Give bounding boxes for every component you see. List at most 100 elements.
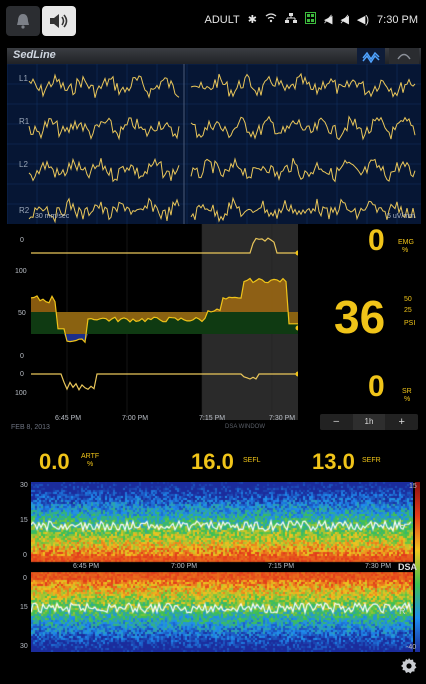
- arc-icon: [397, 53, 411, 60]
- psi-tick: 25: [404, 307, 412, 314]
- page-title: SedLine: [13, 49, 56, 61]
- parameter-panel: 0 EMG % 36 50 25 PSI 0 SR % – 1h + 13.0 …: [298, 224, 421, 476]
- eeg-trace: [28, 117, 180, 141]
- eeg-trace: [190, 196, 416, 223]
- emg-marker: [295, 250, 298, 256]
- status-indicators: ADULT ✱ ◀̸ ◀̸ ◀) 7:30 PM: [204, 12, 418, 27]
- time-label: 7:15 PM: [199, 415, 226, 422]
- channel-label: R2: [19, 206, 30, 215]
- dsa-y-tick: 0: [23, 575, 27, 582]
- psi-axis-tick: 100: [15, 268, 27, 275]
- psi-area-high: [31, 278, 298, 343]
- time-label: 7:30 PM: [269, 415, 296, 422]
- audio-button[interactable]: [42, 6, 76, 36]
- eeg-trace: [28, 73, 180, 99]
- trend-graphs: [30, 224, 298, 420]
- psi-value: 36: [334, 291, 386, 343]
- psi-area-low: [31, 334, 298, 343]
- sefl-value: 16.0: [191, 449, 234, 474]
- channel-label: R1: [19, 117, 30, 126]
- artf-value: 0.0: [39, 449, 70, 474]
- bluetooth-icon: ✱: [247, 14, 257, 26]
- dsa-y-tick: 30: [20, 482, 28, 489]
- eeg-trace: [190, 115, 416, 141]
- muted-sound-icon: ◀̸: [340, 14, 349, 26]
- clock: 7:30 PM: [377, 13, 418, 26]
- muted-speaker-icon: ◀̸: [323, 14, 333, 26]
- emg-unit: %: [402, 247, 409, 254]
- dsa-window-label: DSA WINDOW: [225, 424, 265, 430]
- dsa-y-tick: 15: [20, 604, 28, 611]
- dsa-time-label: 7:15 PM: [268, 563, 295, 570]
- emg-label: EMG: [398, 239, 414, 246]
- dsa-spectrogram: 30 15 0 0 15 30 6:45 PM 7:00 PM 7:15 PM …: [7, 480, 421, 654]
- eeg-waveforms: [7, 64, 421, 224]
- sr-marker: [295, 371, 298, 377]
- sefr-label: SEFR: [362, 457, 381, 464]
- volume-icon: ◀): [356, 14, 370, 26]
- trend-panel: 0 100 50 0 0 100 6:45 PM 7:00 PM 7:15 PM…: [7, 224, 298, 476]
- dsa-color-scale: [415, 482, 420, 652]
- artf-label: ARTF: [81, 453, 100, 460]
- sr-trend-line: [31, 373, 298, 392]
- eeg-trace: [190, 157, 416, 183]
- time-label: 7:00 PM: [122, 415, 149, 422]
- eeg-trace: [28, 157, 180, 183]
- bell-icon: [17, 14, 29, 29]
- sedline-header: SedLine: [7, 48, 421, 64]
- zoom-out-button[interactable]: –: [333, 416, 340, 427]
- emg-value: 0: [368, 224, 385, 257]
- zoom-level: 1h: [352, 414, 386, 430]
- sefr-value: 13.0: [312, 449, 355, 474]
- time-label: 6:45 PM: [55, 415, 82, 422]
- sr-unit: %: [404, 396, 411, 403]
- dsa-time-label: 7:30 PM: [365, 563, 392, 570]
- eeg-trace: [28, 197, 180, 224]
- waveform-icon: [362, 51, 380, 64]
- dsa-time-label: 7:00 PM: [171, 563, 198, 570]
- sr-label: SR: [402, 388, 412, 395]
- settings-button[interactable]: [400, 657, 418, 680]
- sr-value: 0: [368, 370, 385, 403]
- eeg-trace: [190, 72, 416, 98]
- sweep-speed: 30 mm/sec: [35, 213, 70, 220]
- patient-mode: ADULT: [204, 13, 240, 26]
- dsa-left-label: L: [399, 518, 405, 528]
- dsa-time-strip: 6:45 PM 7:00 PM 7:15 PM 7:30 PM: [31, 563, 413, 572]
- trend-view-button[interactable]: [357, 48, 385, 64]
- status-bar: ADULT ✱ ◀̸ ◀̸ ◀) 7:30 PM: [0, 0, 426, 40]
- sefl-label: SEFL: [243, 457, 261, 464]
- speaker-icon: [50, 14, 68, 28]
- psi-marker: [295, 325, 298, 331]
- zoom-in-button[interactable]: +: [398, 416, 405, 428]
- artf-unit: %: [87, 461, 94, 468]
- emg-trend-line: [31, 237, 298, 254]
- channel-label: L2: [19, 160, 28, 169]
- gear-icon: [401, 658, 417, 674]
- eeg-waveform-panel: L1 R1 L2 R2 30 mm/sec 5 uV/mm: [7, 64, 421, 224]
- wifi-icon: [265, 13, 277, 26]
- dsa-scale-min: -40: [406, 644, 417, 651]
- psi-label: PSI: [404, 320, 416, 327]
- dsa-y-tick: 30: [20, 643, 28, 650]
- psi-trend-line: [30, 277, 298, 344]
- dsa-label: DSA: [398, 562, 418, 572]
- date-label: FEB 8, 2013: [11, 424, 50, 431]
- network-icon: [284, 12, 297, 27]
- dsa-scale-max: 15: [409, 483, 417, 490]
- psi-tick: 50: [404, 296, 412, 303]
- channel-label: L1: [19, 74, 28, 83]
- dsa-y-tick: 0: [23, 552, 27, 559]
- dsa-time-label: 6:45 PM: [73, 563, 100, 570]
- battery-grid-icon: [304, 12, 316, 27]
- sr-axis-tick: 0: [20, 371, 24, 378]
- sr-axis-tick: 100: [15, 390, 27, 397]
- dsa-y-tick: 15: [20, 517, 28, 524]
- dsa-right-label: R: [399, 606, 406, 616]
- zoom-control: – 1h +: [320, 414, 418, 430]
- spectral-view-button[interactable]: [389, 48, 419, 64]
- psi-axis-tick: 50: [18, 310, 26, 317]
- amplitude-scale: 5 uV/mm: [386, 213, 415, 220]
- alarm-bell-button[interactable]: [6, 6, 40, 36]
- psi-axis-tick: 0: [20, 353, 24, 360]
